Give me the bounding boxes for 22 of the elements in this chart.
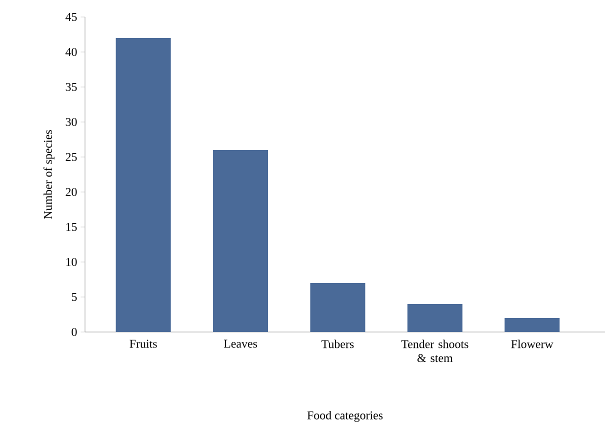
y-tick-label: 5 [72,293,77,301]
bar [116,38,171,332]
x-tick-label: Leaves [224,340,258,348]
bar [213,150,268,332]
x-axis-title: Food categories [307,410,383,422]
x-tick-label: Flowerw [511,340,554,348]
y-tick-label: 20 [66,188,77,196]
y-tick-label: 45 [66,13,77,21]
y-tick-label: 40 [66,48,77,56]
bar [407,304,462,332]
y-tick-label: 30 [66,118,77,126]
x-tick-label: Fruits [130,340,157,348]
y-tick-label: 0 [72,328,77,336]
bar [310,283,366,332]
y-tick-label: 35 [66,82,77,92]
x-tick-label: Tender shoots & stem [401,340,468,362]
bar [504,318,560,332]
x-tick-label: Tubers [322,340,354,348]
y-axis-title: Number of species [43,130,54,219]
y-tick-label: 10 [66,258,77,266]
y-tick-label: 25 [66,152,77,162]
y-tick-label: 15 [66,222,77,231]
